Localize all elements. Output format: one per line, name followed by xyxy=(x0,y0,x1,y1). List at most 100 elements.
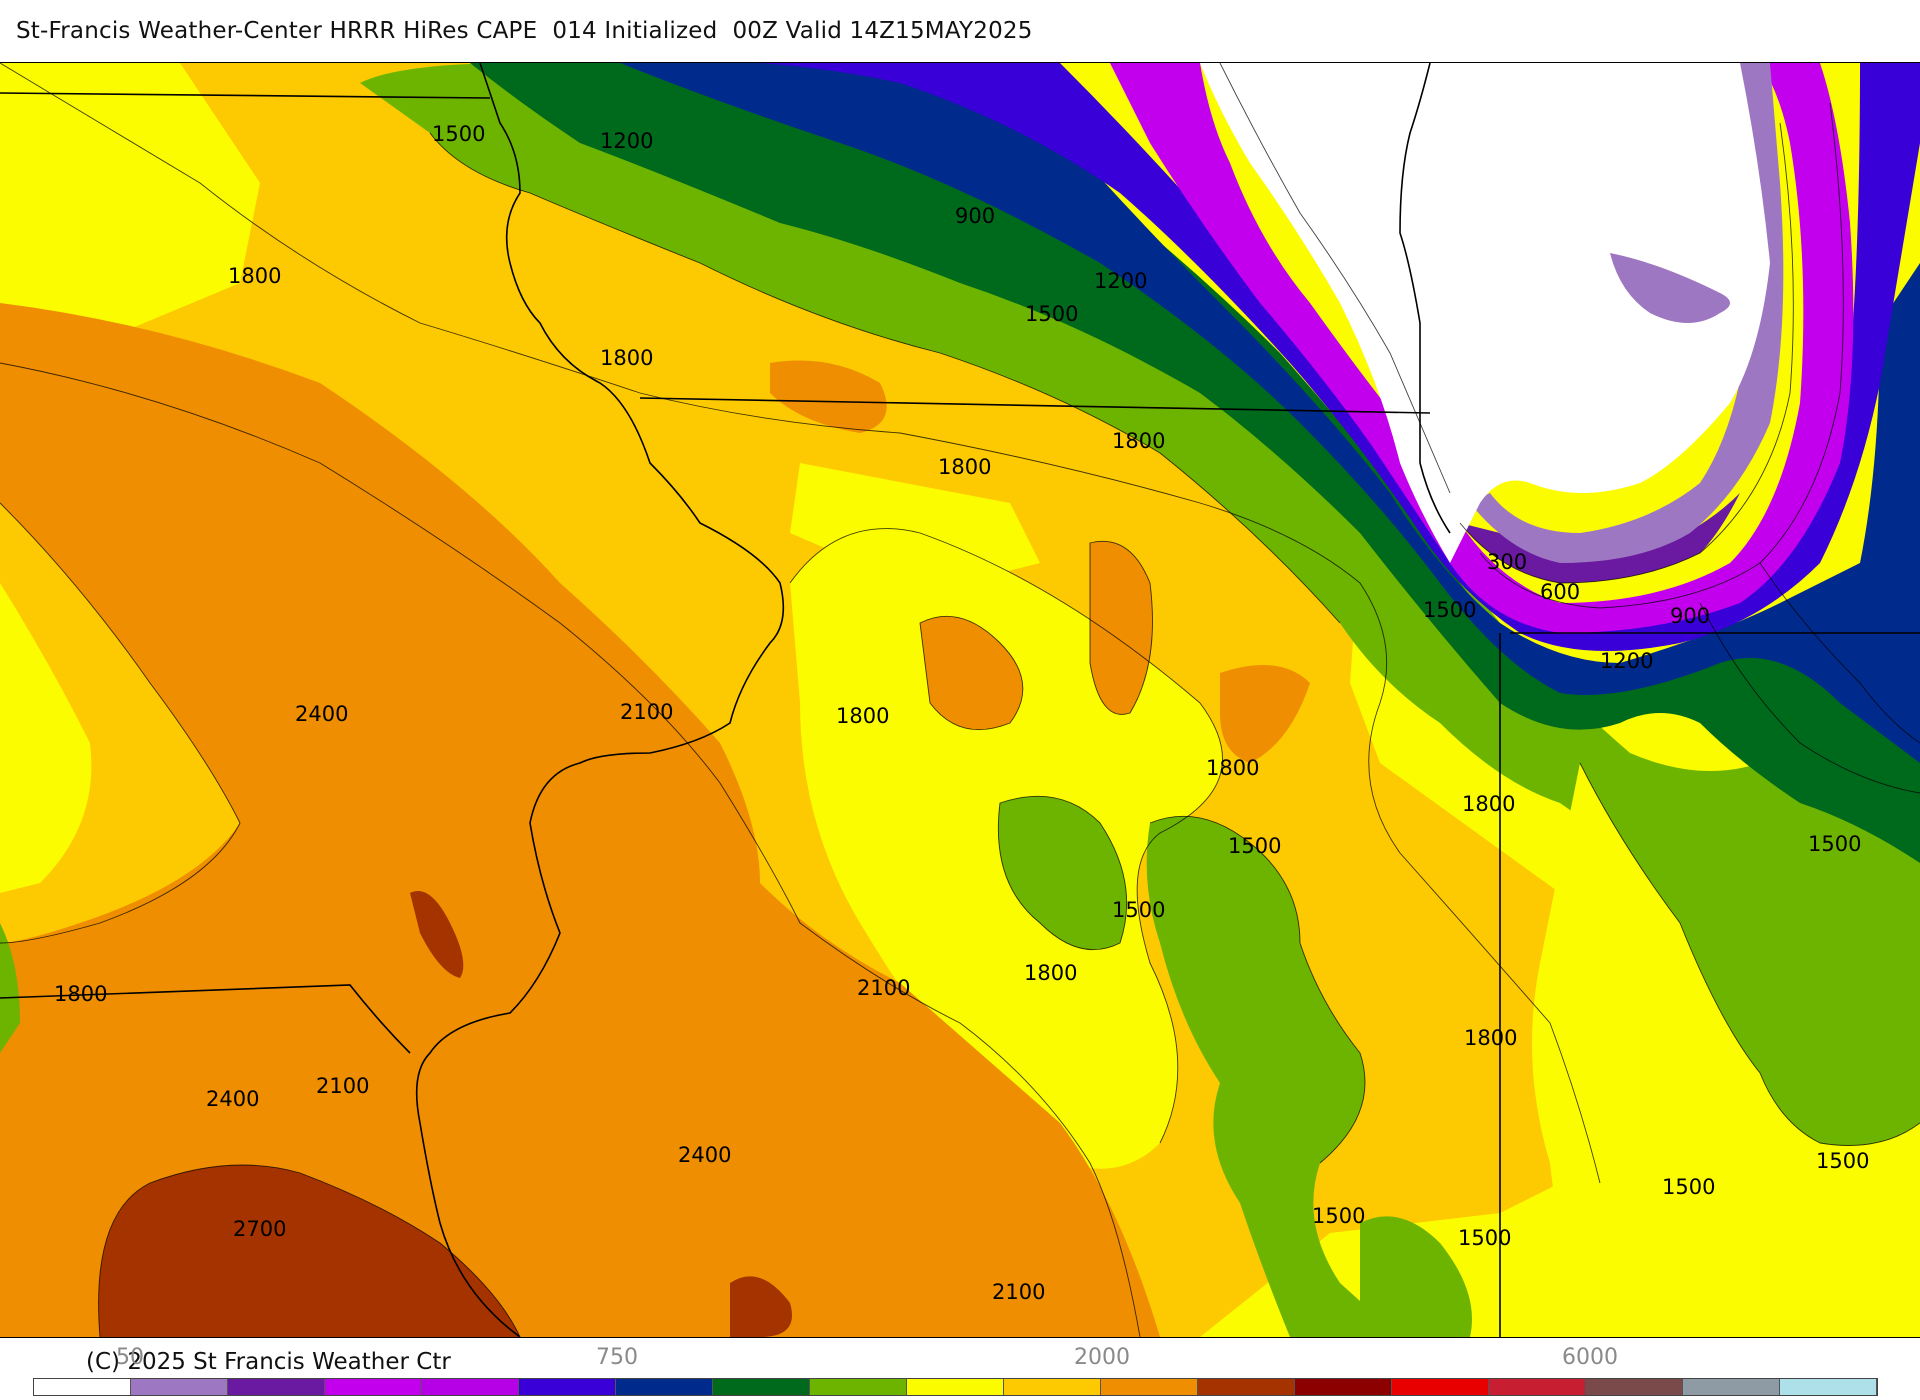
colorbar xyxy=(33,1378,1878,1396)
colorbar-swatch xyxy=(1780,1379,1877,1395)
border-mi-lake xyxy=(1399,63,1451,534)
colorbar-swatch xyxy=(34,1379,131,1395)
contour-label: 900 xyxy=(1670,604,1710,628)
colorbar-swatch xyxy=(1295,1379,1392,1395)
field-rust-blob1 xyxy=(410,891,464,978)
colorbar-swatch xyxy=(810,1379,907,1395)
contour-label: 1800 xyxy=(1206,756,1259,780)
colorbar-swatch xyxy=(1489,1379,1586,1395)
contour-label: 1200 xyxy=(1600,649,1653,673)
contour-label: 1800 xyxy=(836,704,889,728)
field-orange-west xyxy=(0,303,1160,1337)
contour-label: 2100 xyxy=(992,1280,1045,1304)
contour-label: 2700 xyxy=(233,1217,286,1241)
contour-label: 1800 xyxy=(54,982,107,1006)
contour-label: 1500 xyxy=(1816,1149,1869,1173)
colorbar-swatch xyxy=(907,1379,1004,1395)
contour-lines xyxy=(0,63,1920,1337)
lake-michigan xyxy=(1200,63,1770,563)
contour xyxy=(919,615,1024,731)
contour-label: 1800 xyxy=(1464,1026,1517,1050)
contour-label: 1500 xyxy=(1458,1226,1511,1250)
colorbar-swatch xyxy=(422,1379,519,1395)
field-rust-sw xyxy=(98,1165,521,1337)
border-wi-mi-north xyxy=(639,397,1431,414)
field-yellow-east xyxy=(1532,763,1920,1337)
contour-label: 300 xyxy=(1487,550,1527,574)
field-green-sw-edge xyxy=(0,923,20,1053)
colorbar-swatch xyxy=(228,1379,325,1395)
cape-map-svg: 1500 1200 1800 900 1200 1500 1800 1800 1… xyxy=(0,63,1920,1337)
map-title: St-Francis Weather-Center HRRR HiRes CAP… xyxy=(16,18,1033,44)
contour-label-group: 1500 1200 1800 900 1200 1500 1800 1800 1… xyxy=(54,122,1869,1304)
colorbar-swatch xyxy=(1198,1379,1295,1395)
contour xyxy=(1579,762,1920,1146)
contour-label: 1800 xyxy=(1462,792,1515,816)
contour-label: 1500 xyxy=(1112,898,1165,922)
contour xyxy=(1459,122,1794,584)
colorbar-swatch xyxy=(131,1379,228,1395)
field-magenta xyxy=(1110,63,1854,633)
colorbar-swatch xyxy=(519,1379,616,1395)
colorbar-tick-label: 750 xyxy=(596,1345,638,1370)
contour xyxy=(1089,540,1153,715)
contour-label: 1500 xyxy=(432,122,485,146)
colorbar-swatch xyxy=(1004,1379,1101,1395)
contour xyxy=(1699,602,1920,794)
contour xyxy=(0,362,1141,1337)
border-mn-wi xyxy=(415,63,785,1337)
border-nw xyxy=(0,92,491,99)
state-borders xyxy=(0,63,1920,1337)
contour-label: 1800 xyxy=(938,455,991,479)
colorbar-swatch xyxy=(325,1379,422,1395)
contour-label: 2400 xyxy=(206,1087,259,1111)
field-dgreen xyxy=(470,63,1920,863)
contour xyxy=(1479,102,1844,609)
contour xyxy=(0,502,241,944)
contour-label: 1500 xyxy=(1312,1204,1365,1228)
field-indigo-ring xyxy=(1460,493,1740,583)
contour-label: 1800 xyxy=(228,264,281,288)
colorbar-swatch xyxy=(616,1379,713,1395)
colorbar-swatch xyxy=(1586,1379,1683,1395)
contour-label: 1800 xyxy=(1112,429,1165,453)
colorbar-swatch xyxy=(1392,1379,1489,1395)
contour-label: 1800 xyxy=(600,346,653,370)
contour xyxy=(98,1164,521,1337)
field-orange-patch2 xyxy=(1090,541,1153,715)
contour xyxy=(1759,562,1920,744)
contour-label: 2100 xyxy=(316,1074,369,1098)
contour-label: 1500 xyxy=(1808,832,1861,856)
colorbar-swatch xyxy=(1683,1379,1780,1395)
border-ia-mn xyxy=(0,984,411,1054)
field-yellow-belt xyxy=(790,463,1040,583)
contour-label: 2400 xyxy=(295,702,348,726)
contour-label: 1500 xyxy=(1423,598,1476,622)
field-green-central xyxy=(998,796,1127,950)
colorbar-tick-label: 6000 xyxy=(1562,1345,1618,1370)
contour xyxy=(1219,63,1451,494)
field-lav-ring xyxy=(1470,63,1784,563)
contour-label: 900 xyxy=(955,204,995,228)
contour-label: 1500 xyxy=(1025,302,1078,326)
field-orange-patch4 xyxy=(770,360,887,433)
colorbar-swatch xyxy=(1101,1379,1198,1395)
field-orange-patch1 xyxy=(920,616,1023,730)
field-rust-blob2 xyxy=(730,1276,792,1337)
contour-label: 1800 xyxy=(1024,961,1077,985)
colorbar-tick-label: 2000 xyxy=(1074,1345,1130,1370)
field-green-se xyxy=(1360,1216,1472,1337)
field-green-south xyxy=(1146,816,1400,1337)
colorbar-tick-label: 50 xyxy=(116,1345,144,1370)
field-orange-patch3 xyxy=(1220,665,1310,763)
field-yellow-sw xyxy=(0,583,92,893)
contour-label: 2100 xyxy=(857,976,910,1000)
contour xyxy=(997,795,1128,951)
contour-label: 2400 xyxy=(678,1143,731,1167)
field-lav-tongue xyxy=(1610,253,1730,323)
contour-label: 1500 xyxy=(1662,1175,1715,1199)
contour xyxy=(0,63,1601,1184)
field-yellow-nw xyxy=(0,63,260,363)
contour-label: 600 xyxy=(1540,580,1580,604)
contour xyxy=(429,132,1341,624)
